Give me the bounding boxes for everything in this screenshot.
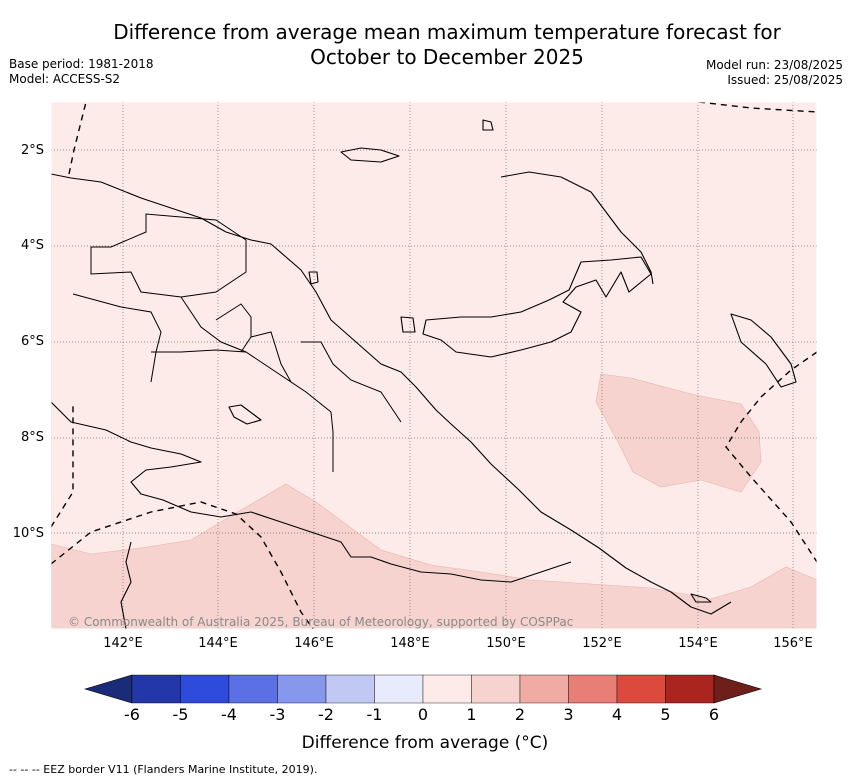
lon-tick-144: 144°E [198, 636, 238, 651]
colorbar-tick-6: 0 [417, 705, 429, 724]
lon-tick-154: 154°E [678, 636, 718, 651]
title-line-2: October to December 2025 [310, 45, 584, 69]
map-credit: © Commonwealth of Australia 2025, Bureau… [68, 615, 573, 629]
province-borders [72, 213, 402, 472]
colorbar-bin-7 [471, 674, 521, 704]
colorbar-tick-4: -2 [318, 705, 334, 724]
lon-tick-148: 148°E [390, 636, 430, 651]
lat-tick-10s: 10°S [12, 526, 44, 541]
colorbar-tick-7: 1 [466, 705, 477, 724]
meta-right: Model run: 23/08/2025 Issued: 25/08/2025 [706, 58, 843, 88]
graticule [51, 102, 817, 629]
colorbar-bin-11 [665, 674, 715, 704]
colorbar-over-arrow [713, 674, 763, 704]
lat-tick-6s: 6°S [20, 334, 44, 349]
colorbar-bin-10 [616, 674, 666, 704]
colorbar-bin-5 [374, 674, 424, 704]
forecast-map: © Commonwealth of Australia 2025, Bureau… [51, 102, 817, 629]
colorbar-bin-1 [180, 674, 230, 704]
colorbar-bin-9 [568, 674, 618, 704]
colorbar-tick-2: -4 [221, 705, 237, 724]
colorbar-tick-8: 2 [514, 705, 526, 724]
lon-tick-156: 156°E [773, 636, 813, 651]
colorbar-under-arrow [83, 674, 133, 704]
eez-borders [51, 102, 817, 629]
issued-date: Issued: 25/08/2025 [727, 73, 843, 87]
colorbar-bin-3 [277, 674, 327, 704]
meta-left: Base period: 1981-2018 Model: ACCESS-S2 [9, 57, 154, 87]
colorbar-bin-6 [422, 674, 472, 704]
colorbar-tick-10: 4 [611, 705, 623, 724]
eez-legend: -- -- -- EEZ border V11 (Flanders Marine… [9, 763, 318, 776]
colorbar-bin-8 [519, 674, 569, 704]
chart-title: Difference from average mean maximum tem… [60, 20, 834, 70]
lat-tick-8s: 8°S [20, 430, 44, 445]
base-period: Base period: 1981-2018 [9, 57, 154, 71]
model-run: Model run: 23/08/2025 [705, 58, 843, 72]
colorbar-tick-1: -5 [172, 705, 189, 724]
lon-tick-142: 142°E [103, 636, 143, 651]
colorbar-tick-5: -1 [366, 705, 383, 724]
title-line-1: Difference from average mean maximum tem… [113, 20, 781, 44]
lat-tick-2s: 2°S [20, 143, 44, 158]
colorbar-tick-9: 3 [563, 705, 574, 724]
colorbar-tick-11: 5 [660, 705, 671, 724]
colorbar [83, 674, 763, 704]
colorbar-tick-3: -3 [269, 705, 286, 724]
lon-tick-150: 150°E [486, 636, 526, 651]
coastlines [51, 119, 797, 629]
colorbar-bin-0 [131, 674, 181, 704]
colorbar-bin-2 [228, 674, 278, 704]
anomaly-region-east [595, 373, 762, 493]
colorbar-tick-12: 6 [708, 705, 720, 724]
colorbar-bin-4 [325, 674, 375, 704]
model-name: Model: ACCESS-S2 [9, 72, 121, 86]
lon-tick-146: 146°E [294, 636, 334, 651]
colorbar-tick-0: -6 [124, 705, 140, 724]
lat-tick-4s: 4°S [20, 238, 44, 253]
map-background [51, 102, 817, 629]
colorbar-label: Difference from average (°C) [301, 733, 549, 753]
lon-tick-152: 152°E [582, 636, 622, 651]
